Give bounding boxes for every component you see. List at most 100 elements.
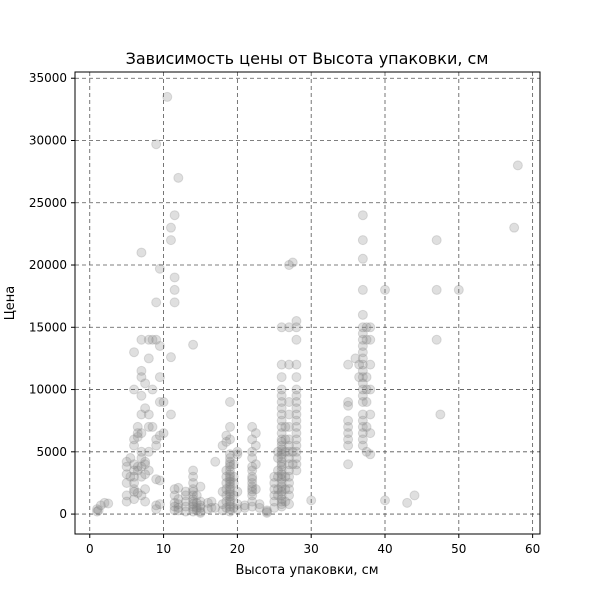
data-point bbox=[132, 421, 143, 432]
data-point bbox=[151, 500, 162, 511]
x-tick-label: 50 bbox=[451, 542, 466, 556]
data-point bbox=[225, 434, 235, 445]
data-point bbox=[180, 506, 191, 517]
data-point bbox=[247, 434, 258, 445]
data-point bbox=[247, 484, 258, 495]
data-point bbox=[154, 475, 165, 486]
data-point bbox=[136, 409, 147, 420]
data-point bbox=[140, 378, 151, 389]
data-point bbox=[225, 465, 235, 476]
data-point bbox=[169, 210, 180, 221]
data-point bbox=[136, 365, 147, 376]
data-point bbox=[357, 421, 368, 432]
data-point bbox=[357, 372, 368, 383]
data-point bbox=[276, 440, 287, 451]
data-point bbox=[191, 490, 202, 501]
data-point bbox=[191, 502, 202, 513]
data-point bbox=[188, 484, 199, 495]
data-point bbox=[284, 490, 295, 501]
data-point bbox=[169, 484, 180, 495]
y-tick-label: 15000 bbox=[29, 320, 67, 334]
data-point bbox=[291, 403, 302, 414]
data-point bbox=[225, 489, 235, 500]
data-point bbox=[129, 486, 140, 497]
data-point bbox=[95, 500, 106, 511]
data-point bbox=[276, 477, 287, 488]
data-point bbox=[154, 372, 165, 383]
data-point bbox=[121, 490, 132, 501]
data-point bbox=[180, 486, 191, 497]
data-point bbox=[99, 497, 110, 508]
data-point bbox=[103, 498, 114, 509]
data-point bbox=[361, 397, 372, 407]
data-point bbox=[217, 505, 228, 516]
data-point bbox=[276, 474, 287, 485]
data-point bbox=[154, 499, 165, 510]
data-point bbox=[154, 263, 165, 274]
data-point bbox=[221, 477, 232, 488]
data-point bbox=[129, 477, 140, 488]
y-tick-label: 20000 bbox=[29, 258, 67, 272]
data-point bbox=[357, 253, 368, 264]
data-point bbox=[125, 471, 136, 482]
data-point bbox=[291, 384, 302, 395]
data-point bbox=[261, 506, 272, 517]
data-point bbox=[291, 446, 302, 457]
data-point bbox=[121, 461, 132, 472]
data-point bbox=[151, 297, 162, 308]
data-point bbox=[188, 490, 199, 501]
data-point bbox=[276, 415, 287, 426]
data-point bbox=[280, 484, 291, 495]
data-point bbox=[180, 496, 191, 507]
data-point bbox=[247, 481, 258, 492]
data-point bbox=[291, 334, 302, 345]
data-point bbox=[188, 504, 199, 515]
data-point bbox=[221, 490, 232, 501]
y-axis-label: Цена bbox=[3, 286, 18, 321]
data-point bbox=[154, 340, 165, 351]
data-point bbox=[284, 484, 295, 495]
x-tick-label: 30 bbox=[304, 542, 319, 556]
data-point bbox=[158, 428, 169, 439]
data-point bbox=[354, 359, 365, 370]
data-point bbox=[169, 505, 180, 516]
data-point bbox=[169, 297, 180, 308]
data-point bbox=[276, 461, 287, 472]
data-point bbox=[136, 247, 147, 258]
data-point bbox=[140, 459, 151, 470]
data-point bbox=[291, 459, 302, 470]
x-tick-label: 20 bbox=[230, 542, 245, 556]
data-point bbox=[129, 434, 140, 445]
data-point bbox=[247, 486, 258, 497]
data-point bbox=[221, 496, 232, 507]
data-point bbox=[291, 421, 302, 432]
data-point bbox=[195, 500, 206, 511]
data-point bbox=[121, 456, 132, 467]
data-point bbox=[169, 490, 180, 501]
data-point bbox=[357, 440, 368, 451]
data-point bbox=[247, 501, 258, 512]
data-point bbox=[512, 160, 523, 171]
data-point bbox=[132, 487, 143, 498]
data-point bbox=[269, 502, 280, 513]
data-point bbox=[121, 469, 132, 480]
y-tick-label: 35000 bbox=[29, 71, 67, 85]
data-point bbox=[151, 139, 162, 150]
data-point bbox=[276, 494, 287, 505]
data-point bbox=[291, 453, 302, 464]
data-point bbox=[217, 440, 228, 451]
data-point bbox=[291, 428, 302, 439]
data-point bbox=[225, 479, 235, 490]
x-ticks: 0 10 20 30 40 50 60 bbox=[86, 534, 540, 556]
data-point bbox=[225, 491, 235, 502]
data-point bbox=[247, 421, 258, 432]
data-point bbox=[276, 449, 287, 460]
data-point bbox=[276, 428, 287, 439]
data-point bbox=[284, 477, 295, 488]
data-point bbox=[357, 334, 368, 345]
data-point bbox=[276, 496, 287, 507]
data-point bbox=[276, 501, 287, 512]
data-point bbox=[361, 334, 372, 345]
data-point bbox=[121, 477, 132, 488]
data-point bbox=[276, 322, 287, 333]
